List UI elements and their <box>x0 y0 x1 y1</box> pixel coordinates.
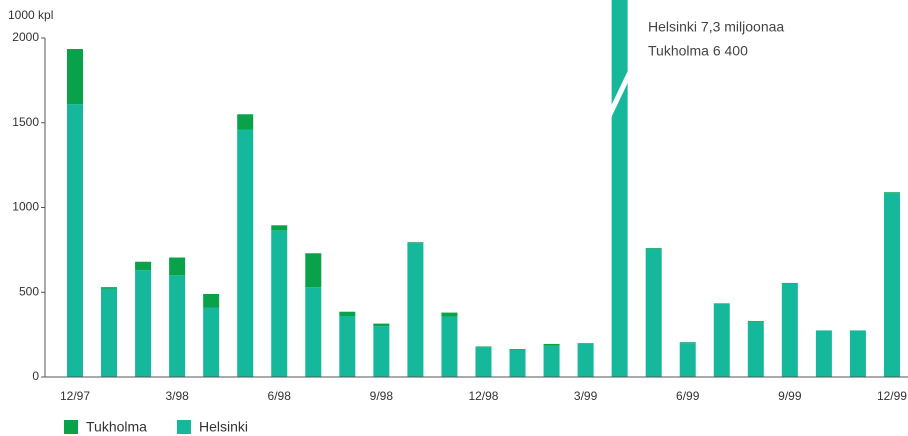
x-tick-label: 9/98 <box>370 389 394 403</box>
bars <box>67 0 900 377</box>
y-tick-label: 1000 <box>12 200 39 214</box>
legend-label: Tukholma <box>86 419 147 435</box>
bar <box>645 249 662 377</box>
bar <box>441 312 458 317</box>
bar <box>611 0 628 377</box>
bar <box>169 257 186 276</box>
x-tick-label: 3/99 <box>574 389 598 403</box>
bar <box>203 307 220 377</box>
bar <box>475 347 492 377</box>
bar <box>883 192 900 194</box>
bar <box>441 316 458 377</box>
x-tick-label: 9/99 <box>778 389 802 403</box>
bar <box>849 330 866 377</box>
bar <box>679 342 696 344</box>
bar <box>135 261 152 271</box>
bar <box>577 343 594 377</box>
x-tick-label: 12/97 <box>60 389 90 403</box>
bar <box>305 253 322 288</box>
axis-break <box>610 62 632 120</box>
bar <box>509 349 526 350</box>
legend-swatch <box>176 420 191 434</box>
bar <box>543 343 560 346</box>
bar <box>373 323 390 327</box>
bar <box>237 114 254 130</box>
x-tick-label: 6/98 <box>268 389 292 403</box>
x-tick-label: 3/98 <box>165 389 189 403</box>
bar <box>883 193 900 377</box>
bar <box>407 243 424 377</box>
bar <box>543 345 560 377</box>
legend-swatch <box>64 420 78 434</box>
y-axis-label: 1000 kpl <box>8 8 53 22</box>
bar <box>67 104 83 377</box>
bar <box>509 349 526 377</box>
y-tick-label: 1500 <box>12 115 39 129</box>
x-tick-label: 6/99 <box>676 389 700 403</box>
bar <box>373 326 390 377</box>
legend-label: Helsinki <box>199 419 248 435</box>
x-tick-label: 12/98 <box>468 389 498 403</box>
bar <box>271 225 288 231</box>
x-tick-label: 12/99 <box>877 389 907 403</box>
bar <box>781 282 798 284</box>
bar <box>747 321 764 322</box>
bar <box>203 293 220 308</box>
bar <box>271 230 288 377</box>
y-tick-label: 500 <box>19 284 39 298</box>
bar <box>339 315 356 377</box>
bar <box>815 330 832 377</box>
annotation: Tukholma 6 400 <box>648 43 748 59</box>
bar <box>475 346 492 348</box>
bar <box>135 270 152 377</box>
bar <box>339 311 356 316</box>
annotation: Helsinki 7,3 miljoonaa <box>648 19 784 35</box>
bar <box>305 287 322 377</box>
bar <box>645 248 662 250</box>
bar <box>407 242 424 244</box>
bar <box>237 129 254 377</box>
bar <box>67 49 83 105</box>
bar <box>679 343 696 377</box>
bar <box>101 288 118 377</box>
bar <box>713 303 730 377</box>
y-tick-label: 2000 <box>12 30 39 44</box>
bar <box>101 287 118 289</box>
bar <box>781 283 798 377</box>
bar <box>747 321 764 377</box>
y-tick-label: 0 <box>32 369 39 383</box>
bar <box>169 275 186 377</box>
